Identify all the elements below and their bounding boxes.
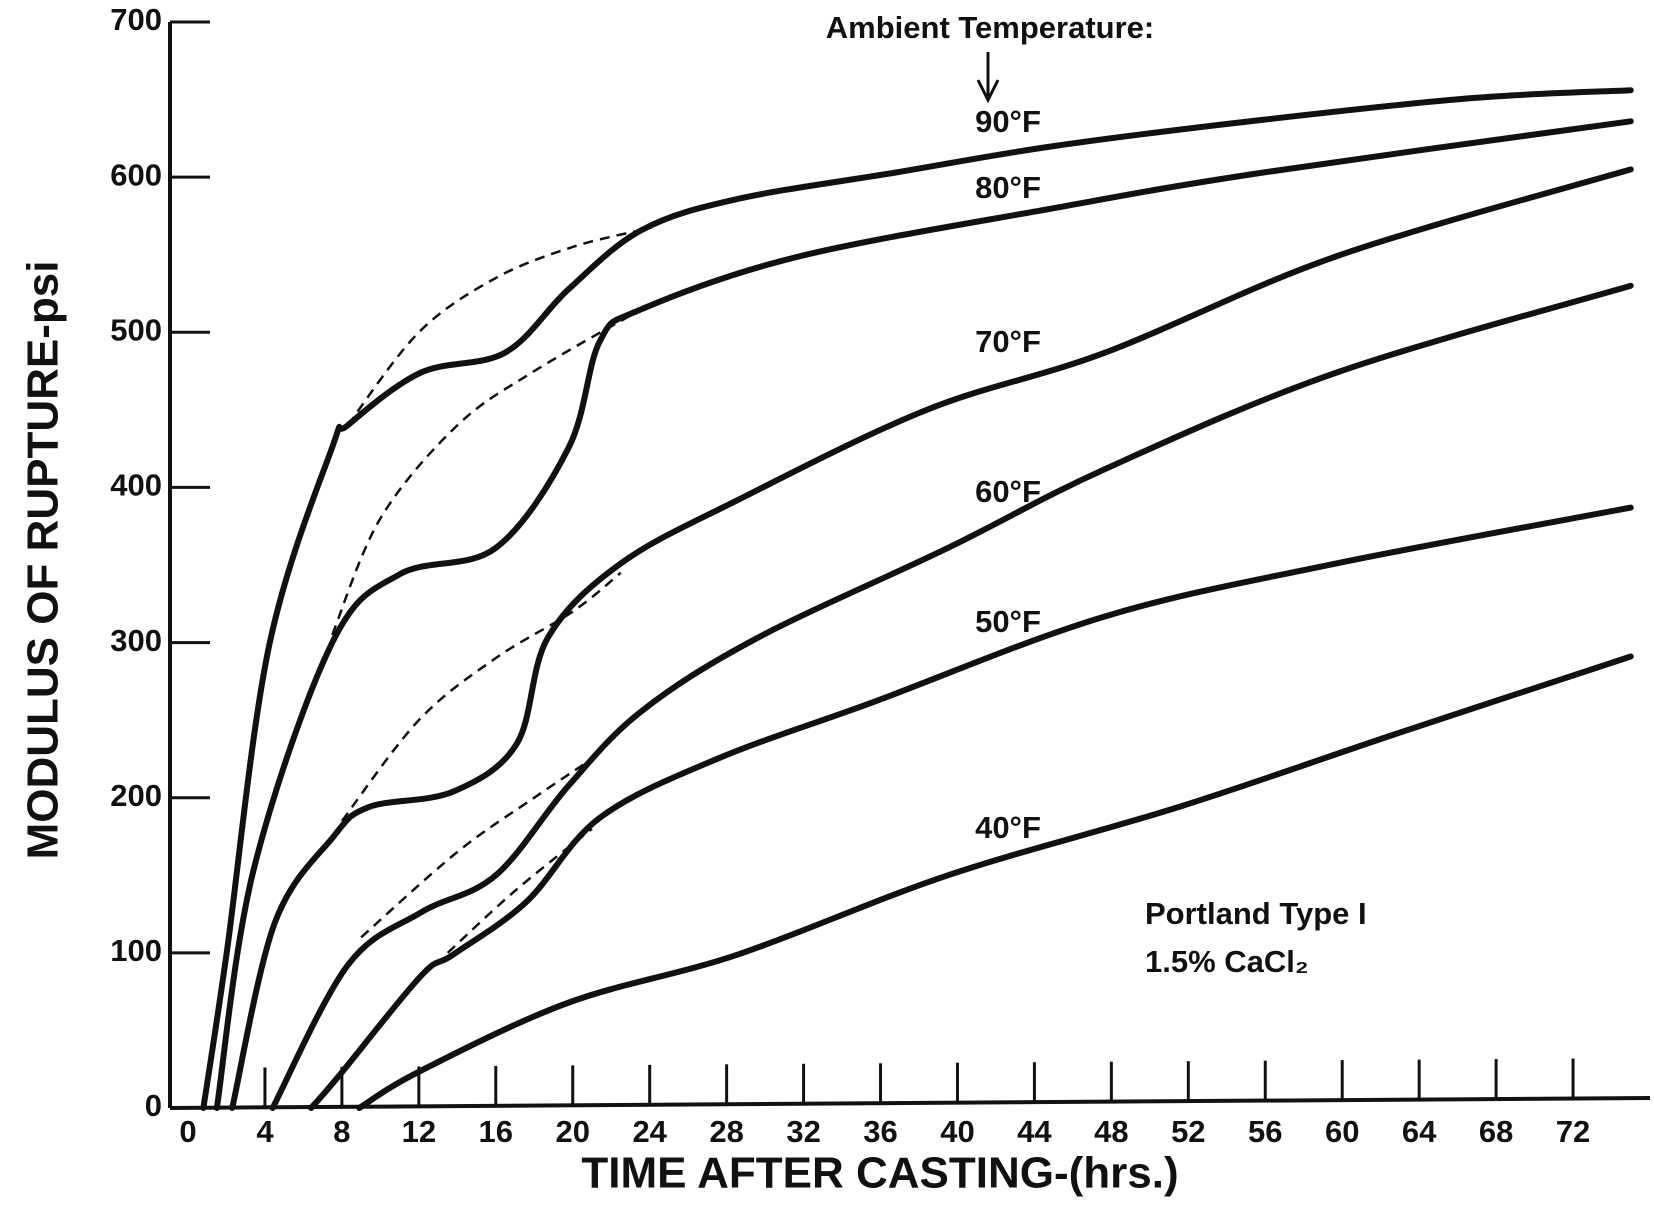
x-tick-label: 24 bbox=[632, 1114, 667, 1149]
x-tick-label: 20 bbox=[555, 1114, 589, 1149]
x-tick-label: 68 bbox=[1479, 1114, 1513, 1149]
series-label: 70°F bbox=[975, 324, 1041, 359]
x-tick-label: 0 bbox=[179, 1114, 196, 1149]
x-tick-label: 12 bbox=[402, 1114, 436, 1149]
line bbox=[213, 118, 1634, 1111]
dashed-line bbox=[331, 307, 643, 636]
annotation: Ambient Temperature: bbox=[826, 10, 1154, 45]
line bbox=[356, 653, 1634, 1111]
dashed-line bbox=[340, 571, 622, 822]
y-tick-label: 200 bbox=[110, 778, 162, 813]
x-tick-label: 44 bbox=[1017, 1114, 1052, 1149]
y-tick-label: 600 bbox=[110, 157, 162, 192]
x-tick-label: 60 bbox=[1325, 1114, 1359, 1149]
dashed-line bbox=[446, 827, 593, 954]
y-tick-label: 100 bbox=[110, 933, 162, 968]
y-axis-title: MODULUS OF RUPTURE-psi bbox=[19, 261, 68, 860]
series-label: 60°F bbox=[975, 474, 1041, 509]
x-tick-label: 4 bbox=[256, 1114, 274, 1149]
x-tick-label: 52 bbox=[1171, 1114, 1205, 1149]
x-tick-label: 56 bbox=[1248, 1114, 1282, 1149]
annotation: 1.5% CaCl₂ bbox=[1145, 944, 1309, 979]
y-tick-label: 300 bbox=[110, 623, 162, 658]
x-tick-label: 36 bbox=[863, 1114, 897, 1149]
x-tick-label: 48 bbox=[1094, 1114, 1128, 1149]
series-label: 40°F bbox=[975, 810, 1041, 845]
y-tick-label: 400 bbox=[110, 468, 162, 503]
series-label: 50°F bbox=[975, 604, 1041, 639]
annotation: Portland Type I bbox=[1145, 896, 1367, 931]
x-axis-title: TIME AFTER CASTING-(hrs.) bbox=[581, 1149, 1178, 1198]
x-tick-label: 64 bbox=[1402, 1114, 1437, 1149]
x-tick-label: 72 bbox=[1556, 1114, 1590, 1149]
y-tick-label: 500 bbox=[110, 312, 162, 347]
x-tick-label: 8 bbox=[333, 1114, 350, 1149]
arrow-head bbox=[976, 79, 1000, 104]
line bbox=[229, 166, 1634, 1111]
x-tick-label: 16 bbox=[479, 1114, 513, 1149]
line bbox=[200, 87, 1634, 1111]
x-tick-label: 40 bbox=[940, 1114, 974, 1149]
y-tick-label: 700 bbox=[110, 2, 162, 37]
x-tick-label: 32 bbox=[786, 1114, 820, 1149]
series-label: 90°F bbox=[975, 104, 1041, 139]
line bbox=[308, 504, 1634, 1111]
x-tick-label: 28 bbox=[709, 1114, 743, 1149]
line bbox=[269, 282, 1634, 1111]
dashed-line bbox=[346, 228, 643, 427]
series-label: 80°F bbox=[975, 170, 1041, 205]
x-axis bbox=[169, 1096, 1651, 1110]
dashed-line bbox=[360, 757, 593, 939]
y-tick-label: 0 bbox=[145, 1088, 162, 1123]
